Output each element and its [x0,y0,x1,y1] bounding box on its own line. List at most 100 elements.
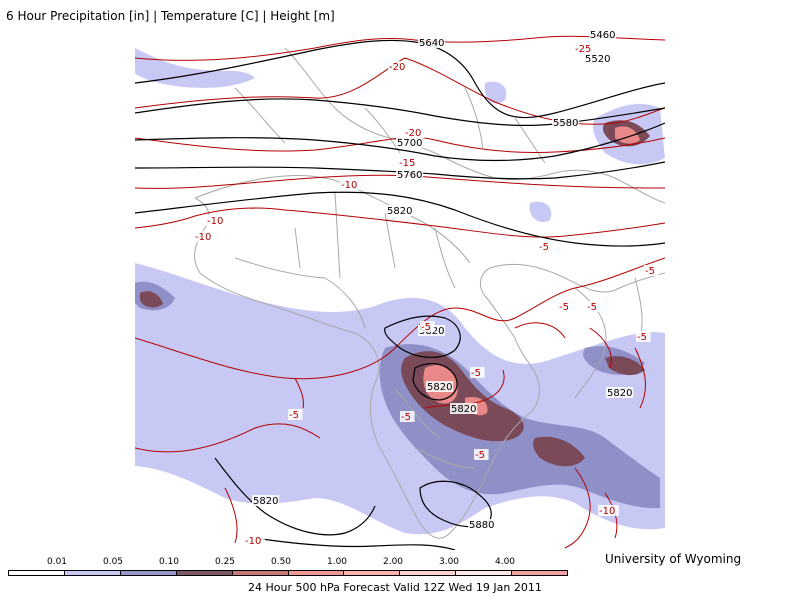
precip-area [605,356,645,376]
temp-contour [224,487,238,544]
temperature-label: -10 [341,180,357,191]
height-contour [384,315,461,358]
temperature-label: -10 [195,232,211,243]
height-contour [135,191,665,247]
temperature-label: -10 [599,506,615,517]
temperature-label: -5 [475,450,485,461]
temperature-label: -5 [645,266,655,277]
legend-label: 0.25 [214,557,236,567]
temperature-label-background [598,505,619,516]
temperature-label: -5 [401,412,411,423]
temperature-label-background [538,241,553,252]
temperature-label: -20 [389,62,405,73]
height-label: 5760 [397,170,422,181]
coastline [634,277,643,339]
temperature-label-background [404,127,425,138]
height-label: 5580 [553,118,578,129]
height-contour [412,362,458,401]
height-label: 5460 [590,30,615,41]
legend-label: 4.00 [494,557,516,567]
legend-swatch [64,571,121,575]
temperature-label-background [420,321,435,332]
height-label-background [386,205,414,216]
height-label: 5520 [585,54,610,65]
border [364,107,401,154]
temp-contour [634,347,646,409]
temp-contour [135,423,321,453]
height-label: 5820 [607,388,632,399]
height-label-background [468,519,496,530]
temp-contour [135,35,665,61]
temperature-label-background [244,535,265,546]
height-label-background [450,403,478,414]
border [414,447,476,469]
legend-swatch [232,571,289,575]
height-label: 5700 [397,138,422,149]
temperature-label-background [194,231,215,242]
precip-area [529,201,552,223]
legend-swatch [120,571,177,575]
coastline [354,187,471,264]
temperature-label-background [398,157,419,168]
height-contour [135,98,665,127]
temp-contour [135,57,665,125]
height-label-background [552,117,580,128]
temperature-label-background [558,301,573,312]
precipitation-layer [135,48,665,535]
height-contours [135,39,665,550]
legend-swatch [400,571,457,575]
border [434,227,456,289]
legend-label: 0.10 [158,557,180,567]
temperature-label: -10 [245,536,261,547]
coastline [194,197,541,539]
border [324,277,366,329]
legend-swatch [176,571,233,575]
contour-labels: 5640 5460 5520 5580 5700 5760 5820 5820 5820 5820… [194,29,659,550]
precip-area [140,291,163,308]
height-contour [254,537,456,550]
temperature-label: -25 [575,44,591,55]
height-label-background [344,549,372,550]
temperature-label: -5 [587,302,597,313]
temperature-label: -5 [539,242,549,253]
height-contour [214,457,376,536]
temperature-label-background [636,331,651,342]
temperature-label: -5 [421,322,431,333]
temperature-label-background [340,179,361,190]
height-label: 5640 [419,38,444,49]
border [334,192,341,279]
temperature-label: -10 [207,216,223,227]
height-label-background [426,381,454,392]
height-label-background [584,53,612,64]
legend-label: 3.00 [438,557,460,567]
height-label-background [252,495,280,506]
precip-area [135,48,255,88]
height-label-background [396,169,424,180]
height-label: 5820 [451,404,476,415]
temperature-label-background [388,61,409,72]
weather-map[interactable]: 5640 5460 5520 5580 5700 5760 5820 5820 5820 5820… [135,28,665,550]
border [514,117,546,164]
border [294,227,301,269]
border [384,212,396,269]
credit-text: University of Wyoming [605,552,742,566]
precip-area [532,436,585,467]
coastline [554,169,665,204]
temp-contour [294,377,304,409]
chart-title: 6 Hour Precipitation [in] | Temperature … [6,9,335,23]
temperature-label: -5 [289,410,299,421]
height-label: 5880 [469,520,494,531]
border [234,257,326,279]
legend-swatch [9,571,65,575]
legend-swatch [456,571,513,575]
legend-label: 1.00 [326,557,348,567]
height-label: 5820 [253,496,278,507]
temp-contour [589,327,612,369]
temperature-label: -20 [405,128,421,139]
precip-area [484,81,507,104]
legend-swatch [512,571,568,575]
legend-swatch [344,571,401,575]
temp-contour [514,322,566,339]
legend-label: 0.50 [270,557,292,567]
height-label-background [418,37,446,48]
